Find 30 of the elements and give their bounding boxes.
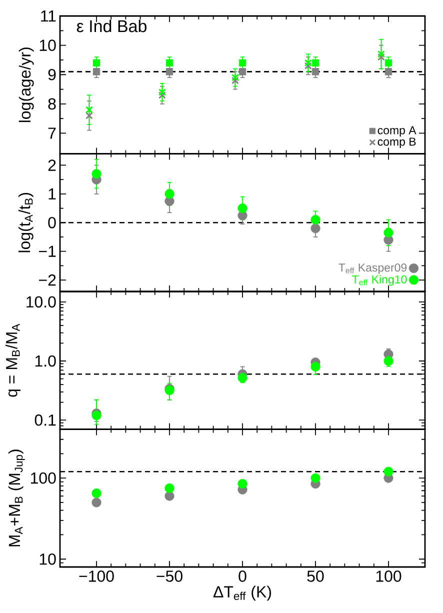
y-tick-label: 8 — [48, 98, 56, 110]
legend-label: comp A — [378, 126, 416, 137]
x-tick-label: −100 — [79, 570, 114, 582]
y-axis-title: q = M$_{B}$/M$_{A}$ — [6, 324, 20, 397]
x-tick-label: 0 — [238, 570, 246, 582]
x-tick-label: 50 — [307, 570, 324, 582]
x-tick-label: −50 — [156, 570, 182, 582]
y-axis-title: log(age/yr) — [18, 48, 34, 122]
y-tick-label: 0 — [48, 216, 56, 228]
y-tick-label: 10 — [40, 40, 56, 51]
x-axis-title: ΔT$_{eff}$ (K) — [213, 586, 271, 601]
y-tick-label: 7 — [48, 128, 56, 139]
y-tick-label: 1.0 — [35, 355, 56, 367]
legend-label: comp B — [378, 138, 416, 148]
y-tick-label: −2 — [39, 274, 56, 286]
chart-title: ε Ind Bab — [76, 20, 146, 32]
y-tick-label: 11 — [41, 10, 56, 22]
y-axis-title: log(t$_{A}$/t$_{B}$) — [18, 192, 34, 252]
x-tick-label: 100 — [376, 570, 402, 582]
y-tick-label: 100 — [30, 472, 56, 484]
y-tick-label: 10 — [40, 553, 56, 565]
y-tick-label: −1 — [39, 246, 56, 257]
y-axis-title: M$_{A}$+M$_{B}$ (M$_{Jup}$) — [8, 450, 25, 546]
y-tick-label: 0.1 — [34, 414, 56, 426]
legend-label: T$_{eff}$ Kasper09 — [338, 263, 407, 274]
y-tick-label: 2 — [48, 160, 56, 171]
y-tick-label: 10.0 — [26, 296, 56, 308]
legend-label: T$_{eff}$ King10 — [352, 275, 407, 286]
y-tick-label: 1 — [48, 188, 56, 200]
y-tick-label: 9 — [48, 68, 56, 80]
